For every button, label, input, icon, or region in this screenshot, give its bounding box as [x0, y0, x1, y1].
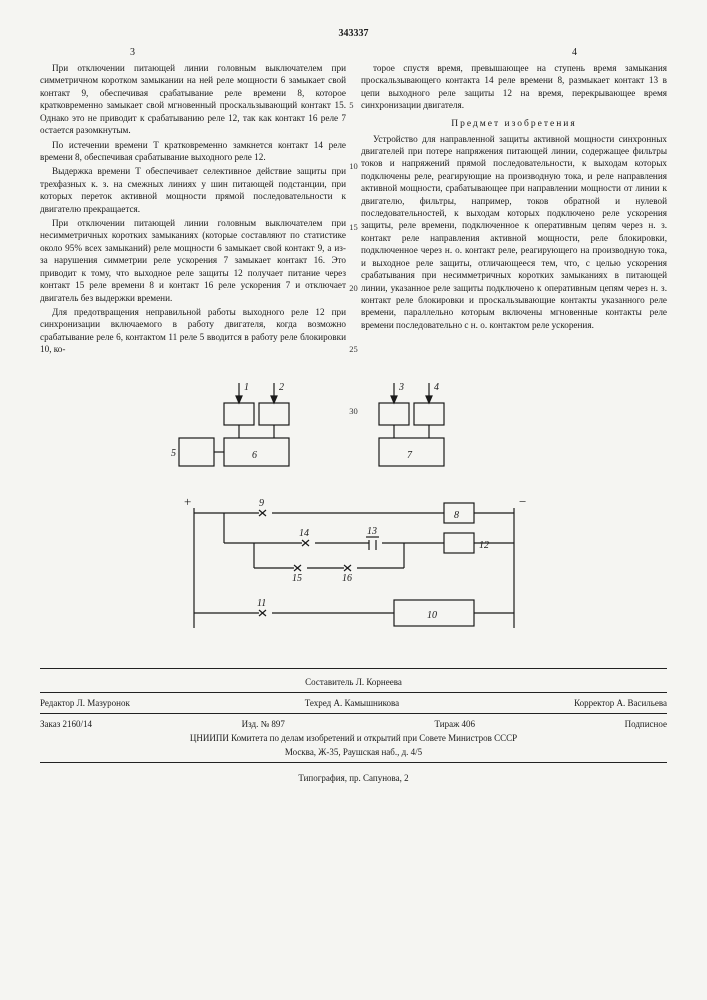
org-line2: Москва, Ж-35, Раушская наб., д. 4/5	[40, 745, 667, 759]
right-col-num: 4	[572, 47, 577, 58]
compiler: Составитель Л. Корнеева	[40, 675, 667, 689]
line-marker: 30	[349, 406, 358, 416]
paragraph: торое спустя время, превышающее на ступе…	[361, 62, 667, 112]
left-column: При отключении питающей линии головным в…	[40, 62, 346, 358]
techred: Техред А. Камышникова	[305, 698, 399, 708]
diagram-label: 16	[342, 573, 352, 584]
minus-terminal: −	[519, 494, 526, 509]
paragraph: Для предотвращения неправильной работы в…	[40, 306, 346, 356]
paragraph: Выдержка времени T обеспечивает селектив…	[40, 165, 346, 215]
paragraph: По истечении времени T кратковременно за…	[40, 139, 346, 164]
line-marker: 10	[349, 161, 358, 171]
line-marker: 20	[349, 283, 358, 293]
diagram-label: 1	[244, 382, 249, 393]
diagram-label: 14	[299, 528, 309, 539]
diagram-label: 6	[252, 450, 257, 461]
tirage: Тираж 406	[434, 719, 475, 729]
diagram-label: 7	[407, 450, 413, 461]
diagram-label: 15	[292, 573, 302, 584]
line-marker: 5	[349, 100, 358, 110]
corrector: Корректор А. Васильева	[574, 698, 667, 708]
subscribe: Подписное	[625, 719, 667, 729]
footer: Составитель Л. Корнеева Редактор Л. Мазу…	[40, 668, 667, 763]
subject-title: Предмет изобретения	[361, 118, 667, 131]
order: Заказ 2160/14	[40, 719, 92, 729]
diagram-label: 11	[257, 598, 266, 609]
org-line1: ЦНИИПИ Комитета по делам изобретений и о…	[40, 731, 667, 745]
plus-terminal: +	[184, 494, 191, 509]
paragraph: Устройство для направленной защиты актив…	[361, 133, 667, 332]
diagram-label: 3	[398, 382, 404, 393]
paragraph: При отключении питающей линии головным в…	[40, 62, 346, 137]
line-marker: 25	[349, 344, 358, 354]
diagram-label: 12	[479, 540, 489, 551]
diagram-label: 13	[367, 526, 377, 537]
diagram-label: 10	[427, 610, 437, 621]
diagram-label: 8	[454, 510, 459, 521]
editor: Редактор Л. Мазуронок	[40, 698, 130, 708]
circuit-diagram: 1 2 3 4 5 6 7 8 9 10 11 12 13 14 15 16 +…	[144, 378, 564, 648]
diagram-label: 5	[171, 448, 176, 459]
column-numbers: 3 4	[0, 47, 707, 58]
izd: Изд. № 897	[242, 719, 285, 729]
line-marker: 15	[349, 222, 358, 232]
diagram-label: 9	[259, 498, 264, 509]
diagram-label: 2	[279, 382, 284, 393]
typography-line: Типография, пр. Сапунова, 2	[0, 773, 707, 783]
paragraph: При отключении питающей линии головным в…	[40, 217, 346, 304]
diagram-label: 4	[434, 382, 439, 393]
line-number-gutter: 5 10 15 20 25 30	[349, 62, 358, 416]
left-col-num: 3	[130, 47, 135, 58]
doc-number: 343337	[0, 0, 707, 47]
right-column: торое спустя время, превышающее на ступе…	[361, 62, 667, 358]
